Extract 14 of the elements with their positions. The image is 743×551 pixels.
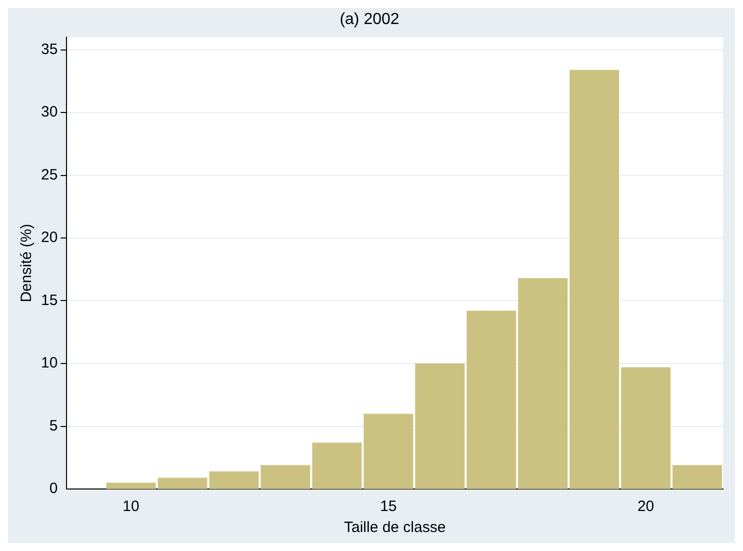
y-tick-label: 30 [40, 104, 58, 121]
y-tick-label: 5 [49, 417, 58, 434]
y-tick-label: 25 [40, 166, 58, 184]
y-axis-title: Densité (%) [18, 224, 36, 302]
chart-title: (a) 2002 [340, 11, 400, 28]
y-tick-label: 20 [40, 229, 58, 246]
x-tick-label: 15 [380, 498, 397, 516]
y-tick-label: 15 [40, 292, 58, 309]
y-tick-label: 10 [40, 354, 58, 372]
x-tick-label: 10 [122, 498, 140, 516]
x-axis-title: Taille de classe [344, 519, 446, 536]
y-tick-label: 35 [40, 40, 58, 58]
x-tick-label: 20 [637, 498, 654, 516]
y-tick-label: 0 [49, 480, 58, 498]
